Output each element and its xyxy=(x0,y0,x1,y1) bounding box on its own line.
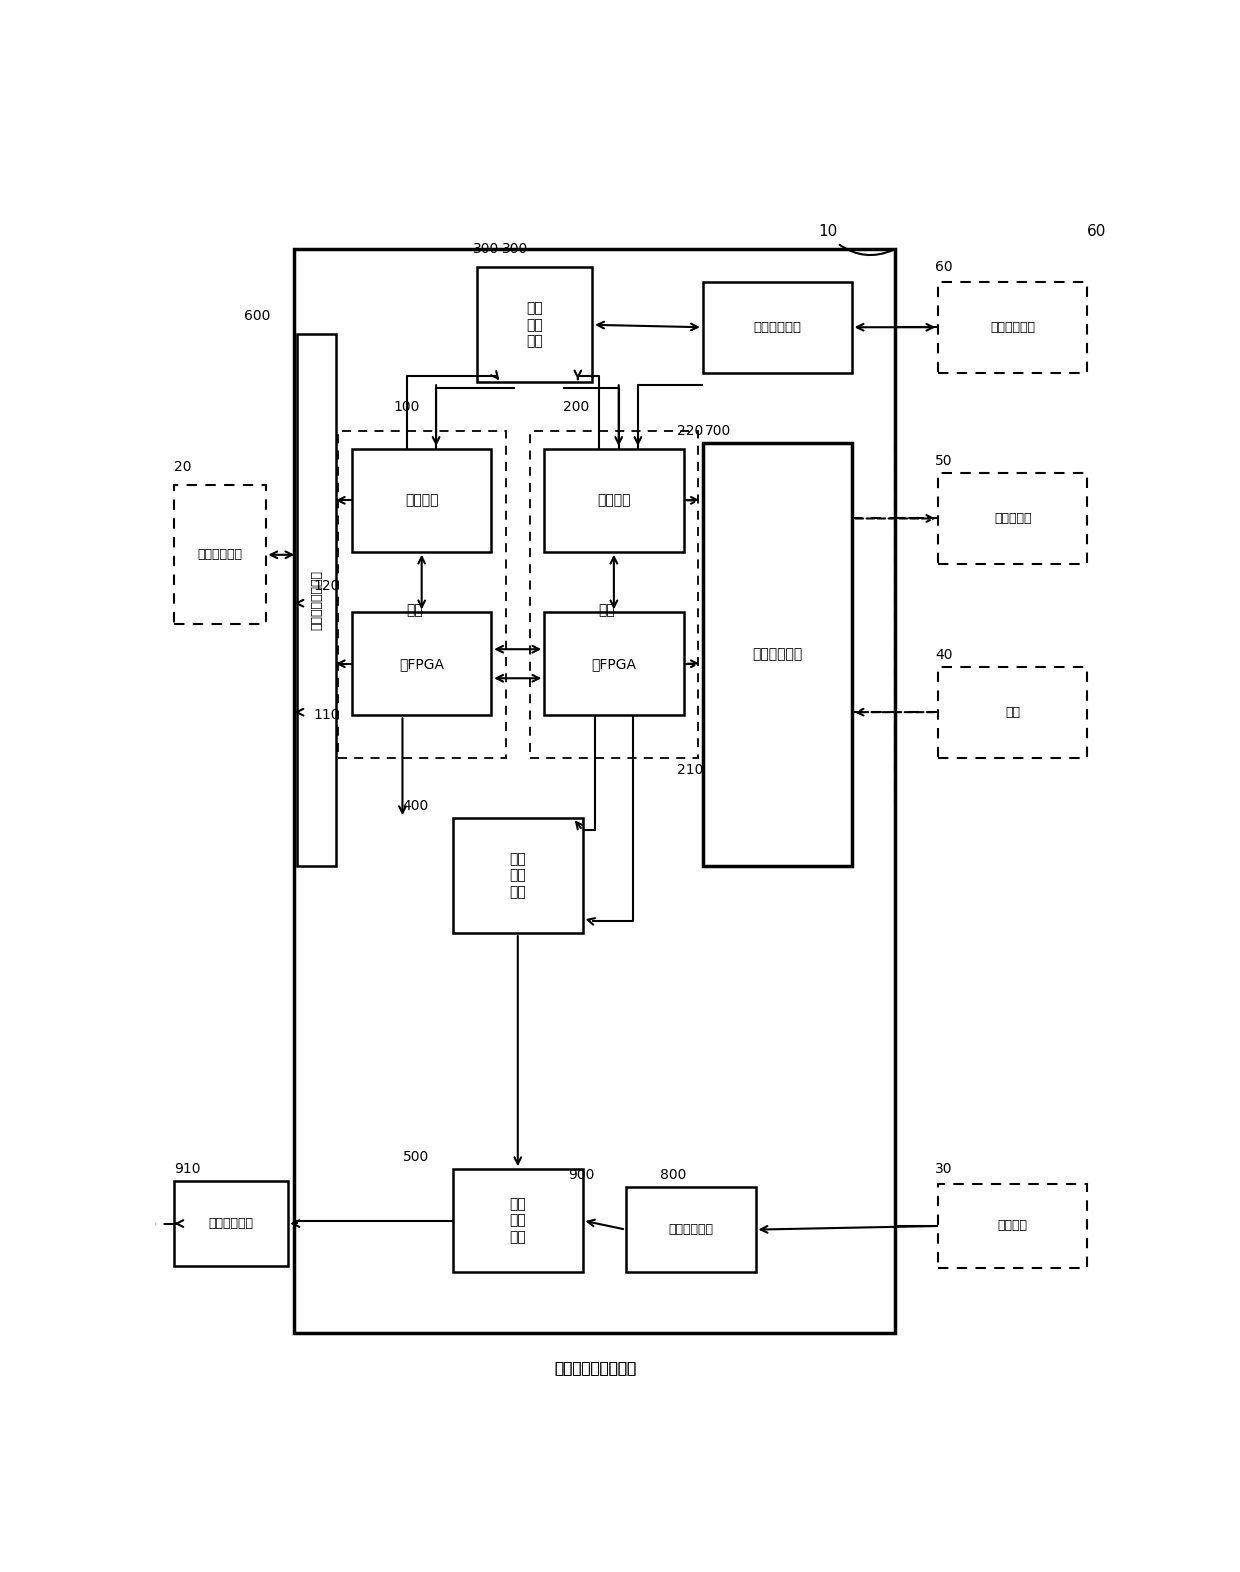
Text: 600: 600 xyxy=(244,308,270,322)
Text: 主机: 主机 xyxy=(405,604,423,616)
Text: 40: 40 xyxy=(935,648,952,662)
Bar xyxy=(298,333,336,866)
Text: 60: 60 xyxy=(935,261,954,275)
Text: 主FPGA: 主FPGA xyxy=(399,657,444,671)
Text: 110: 110 xyxy=(312,707,340,722)
Text: 500: 500 xyxy=(403,1151,429,1163)
Bar xyxy=(352,450,491,552)
Text: 700: 700 xyxy=(704,424,730,437)
Bar xyxy=(529,431,698,758)
Text: 备机: 备机 xyxy=(598,604,615,616)
Bar xyxy=(939,1184,1087,1269)
Text: 电源
控制
模块: 电源 控制 模块 xyxy=(510,1198,526,1243)
Bar xyxy=(453,1170,583,1272)
Text: 800: 800 xyxy=(660,1168,686,1182)
Text: 910: 910 xyxy=(174,1162,201,1176)
Bar xyxy=(544,450,683,552)
Text: 50: 50 xyxy=(935,454,952,468)
Bar xyxy=(703,281,852,373)
Text: 30: 30 xyxy=(935,1162,952,1176)
Text: 人机交互接口: 人机交互接口 xyxy=(753,648,802,662)
Bar xyxy=(294,250,895,1333)
Text: 210: 210 xyxy=(677,762,703,777)
Text: 100: 100 xyxy=(393,399,419,413)
Text: 按键: 按键 xyxy=(1006,706,1021,718)
Text: 220: 220 xyxy=(677,424,703,437)
Text: 120: 120 xyxy=(314,578,340,593)
Text: 网络
交换
模块: 网络 交换 模块 xyxy=(526,302,543,347)
Text: 液晶显示屏: 液晶显示屏 xyxy=(994,512,1032,525)
Text: 远程通信接口: 远程通信接口 xyxy=(753,321,801,333)
Bar xyxy=(544,613,683,715)
Bar xyxy=(939,281,1087,373)
Text: 主处理器: 主处理器 xyxy=(405,494,439,508)
Text: 外部功能模块: 外部功能模块 xyxy=(197,549,242,561)
Bar xyxy=(939,667,1087,758)
Text: 外部功能模块接口: 外部功能模块接口 xyxy=(310,571,322,630)
Text: 400: 400 xyxy=(403,799,429,813)
Text: 备FPGA: 备FPGA xyxy=(591,657,636,671)
Text: 300: 300 xyxy=(502,242,528,256)
Bar xyxy=(453,817,583,934)
Text: 外部通信网络: 外部通信网络 xyxy=(991,321,1035,333)
Bar xyxy=(352,613,491,715)
Bar xyxy=(626,1187,755,1272)
Text: 控制与信息处理系统: 控制与信息处理系统 xyxy=(554,1361,636,1377)
Text: 电源输入接口: 电源输入接口 xyxy=(668,1223,713,1236)
Text: 电源输出接口: 电源输出接口 xyxy=(208,1217,253,1229)
Text: 串行
接口
模块: 串行 接口 模块 xyxy=(510,852,526,899)
Text: 900: 900 xyxy=(568,1168,595,1182)
Text: 200: 200 xyxy=(563,399,590,413)
Bar xyxy=(939,473,1087,564)
Text: 10: 10 xyxy=(818,223,837,239)
Text: 外部电源: 外部电源 xyxy=(998,1220,1028,1232)
Text: 控制与信息处理系统: 控制与信息处理系统 xyxy=(554,1361,636,1377)
Text: 60: 60 xyxy=(1087,223,1106,239)
Bar xyxy=(703,443,852,866)
Bar xyxy=(174,1181,288,1265)
Bar xyxy=(337,431,506,758)
Text: 20: 20 xyxy=(174,461,192,475)
Bar xyxy=(477,267,593,382)
Text: 备处理器: 备处理器 xyxy=(598,494,631,508)
Bar xyxy=(174,486,265,624)
Text: 300: 300 xyxy=(474,242,500,256)
